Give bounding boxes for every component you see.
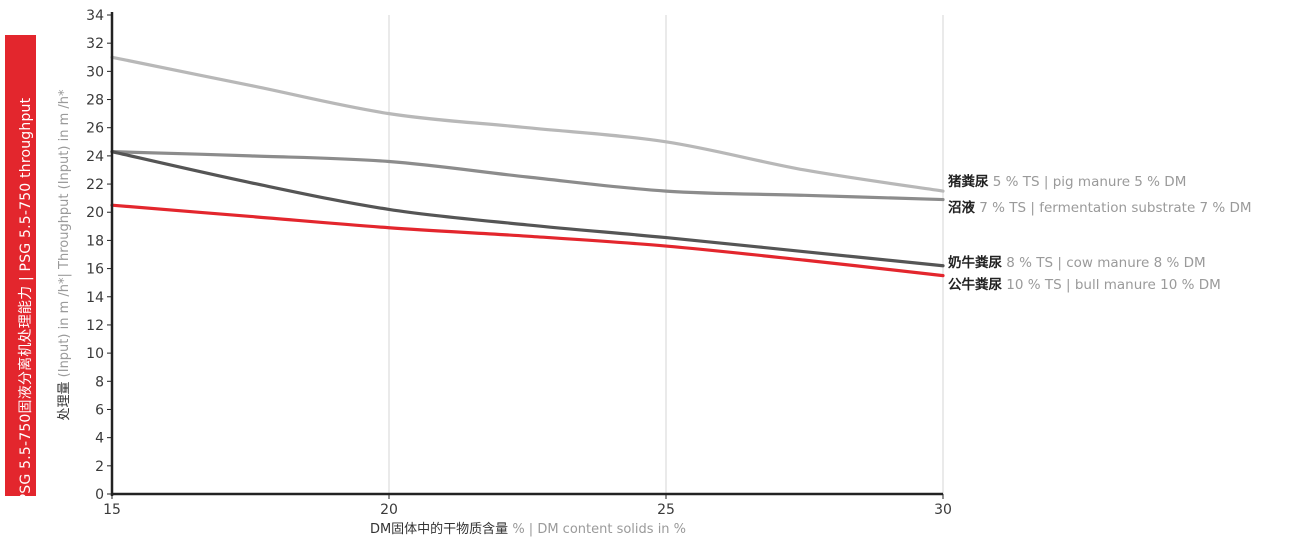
- y-tick-label: 24: [86, 149, 104, 165]
- x-axis-title-cn: DM固体中的干物质含量: [370, 521, 508, 537]
- y-tick-label: 16: [86, 262, 104, 278]
- y-tick-label: 32: [86, 36, 104, 52]
- x-tick-label: 25: [657, 502, 675, 518]
- x-axis-title: DM固体中的干物质含量 % | DM content solids in %: [370, 521, 686, 537]
- y-tick-label: 10: [86, 346, 104, 362]
- y-tick-label: 2: [95, 459, 104, 475]
- y-tick-label: 12: [86, 318, 104, 334]
- x-tick-label: 20: [380, 502, 398, 518]
- y-axis-title-en: (Input) in m /h*| Throughput (Input) in …: [57, 89, 72, 381]
- series-lines: [110, 55, 945, 278]
- y-tick-label: 0: [95, 487, 104, 503]
- x-axis-title-en: % | DM content solids in %: [508, 522, 686, 537]
- series-label-cn: 沼液: [948, 199, 976, 216]
- series-label-en: 10 % TS | bull manure 10 % DM: [1002, 277, 1221, 293]
- x-tick-label: 15: [103, 502, 121, 518]
- series-label-3: 奶牛粪尿 8 % TS | cow manure 8 % DM: [948, 254, 1206, 271]
- x-tick-label: 30: [934, 502, 952, 518]
- side-title-banner: PSG 5.5-750固液分离机处理能力 | PSG 5.5-750 throu…: [5, 35, 36, 502]
- y-tick-label: 18: [86, 233, 104, 249]
- y-axis-title: 处理量 (Input) in m /h*| Throughput (Input)…: [57, 89, 72, 420]
- series-label-en: 7 % TS | fermentation substrate 7 % DM: [975, 200, 1252, 216]
- y-tick-label: 34: [86, 8, 104, 24]
- grid-lines: [388, 15, 944, 494]
- axes: [107, 12, 944, 499]
- series-label-2: 沼液 7 % TS | fermentation substrate 7 % D…: [948, 199, 1252, 216]
- series-line-2: [110, 150, 945, 202]
- y-tick-label: 28: [86, 93, 104, 109]
- y-tick-label: 4: [95, 431, 104, 447]
- y-tick-label: 14: [86, 290, 104, 306]
- y-tick-label: 26: [86, 121, 104, 137]
- series-label-cn: 公牛粪尿: [948, 276, 1002, 293]
- series-line-4: [110, 203, 945, 278]
- series-label-cn: 奶牛粪尿: [948, 254, 1002, 271]
- series-line-1: [110, 55, 945, 193]
- y-tick-label: 6: [95, 402, 104, 418]
- y-tick-label: 30: [86, 64, 104, 80]
- y-tick-label: 8: [95, 374, 104, 390]
- series-line-3: [110, 150, 945, 268]
- y-axis-title-cn: 处理量: [57, 381, 72, 420]
- y-tick-label: 20: [86, 205, 104, 221]
- y-tick-label: 22: [86, 177, 104, 193]
- series-labels: 猪粪尿 5 % TS | pig manure 5 % DM 沼液 7 % TS …: [948, 173, 1252, 293]
- series-label-cn: 猪粪尿: [948, 173, 989, 190]
- series-label-en: 8 % TS | cow manure 8 % DM: [1002, 255, 1206, 271]
- series-label-1: 猪粪尿 5 % TS | pig manure 5 % DM: [948, 173, 1186, 190]
- series-label-en: 5 % TS | pig manure 5 % DM: [989, 174, 1187, 190]
- series-label-4: 公牛粪尿 10 % TS | bull manure 10 % DM: [948, 276, 1221, 293]
